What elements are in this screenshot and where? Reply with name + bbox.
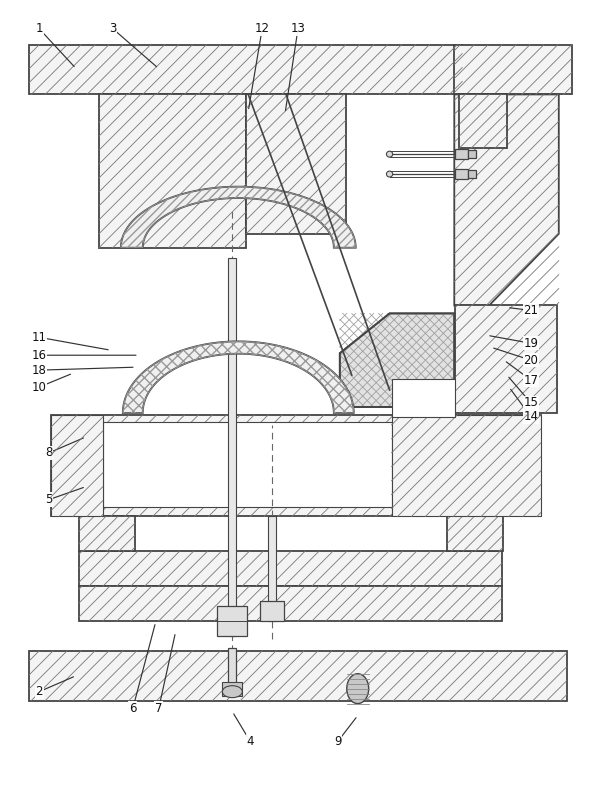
- Text: 16: 16: [32, 349, 47, 361]
- Polygon shape: [51, 415, 103, 517]
- Polygon shape: [455, 305, 557, 413]
- Ellipse shape: [386, 151, 393, 157]
- Text: 17: 17: [524, 374, 539, 386]
- Bar: [268, 517, 276, 621]
- Bar: [217, 606, 247, 636]
- Bar: [455, 169, 468, 180]
- Polygon shape: [454, 94, 559, 305]
- Text: 10: 10: [32, 381, 47, 394]
- Polygon shape: [79, 586, 502, 621]
- Text: 13: 13: [291, 23, 305, 35]
- Text: 15: 15: [524, 397, 539, 410]
- Polygon shape: [29, 651, 567, 700]
- Bar: [103, 422, 392, 506]
- Polygon shape: [392, 415, 541, 517]
- Text: 9: 9: [334, 735, 341, 748]
- Bar: [228, 648, 236, 696]
- Bar: [468, 170, 476, 178]
- Ellipse shape: [386, 171, 393, 177]
- Text: 11: 11: [32, 331, 47, 344]
- Text: 1: 1: [35, 23, 43, 35]
- Text: 4: 4: [246, 735, 254, 748]
- Text: 20: 20: [524, 353, 539, 367]
- Bar: [228, 258, 236, 636]
- Polygon shape: [340, 313, 454, 407]
- Text: 8: 8: [46, 446, 53, 460]
- Polygon shape: [123, 341, 354, 413]
- Text: 12: 12: [255, 23, 270, 35]
- Bar: [260, 601, 284, 621]
- Ellipse shape: [222, 686, 242, 698]
- Text: 3: 3: [109, 23, 117, 35]
- Text: 21: 21: [524, 304, 539, 317]
- Polygon shape: [51, 415, 541, 517]
- Text: 18: 18: [32, 364, 47, 377]
- Text: 19: 19: [524, 336, 539, 350]
- Polygon shape: [246, 94, 346, 233]
- Polygon shape: [79, 517, 135, 551]
- Text: 7: 7: [155, 702, 162, 715]
- Text: 5: 5: [46, 493, 53, 506]
- Text: 2: 2: [35, 685, 43, 698]
- Bar: [392, 379, 455, 417]
- Polygon shape: [79, 551, 502, 586]
- Polygon shape: [459, 94, 507, 148]
- Polygon shape: [447, 517, 503, 551]
- Bar: [468, 150, 476, 159]
- Text: 14: 14: [524, 411, 539, 423]
- Polygon shape: [29, 44, 462, 94]
- Polygon shape: [121, 187, 356, 248]
- Polygon shape: [99, 94, 246, 248]
- Bar: [222, 682, 242, 696]
- Text: 6: 6: [129, 702, 137, 715]
- Polygon shape: [454, 44, 571, 94]
- Ellipse shape: [347, 674, 368, 704]
- Bar: [455, 149, 468, 159]
